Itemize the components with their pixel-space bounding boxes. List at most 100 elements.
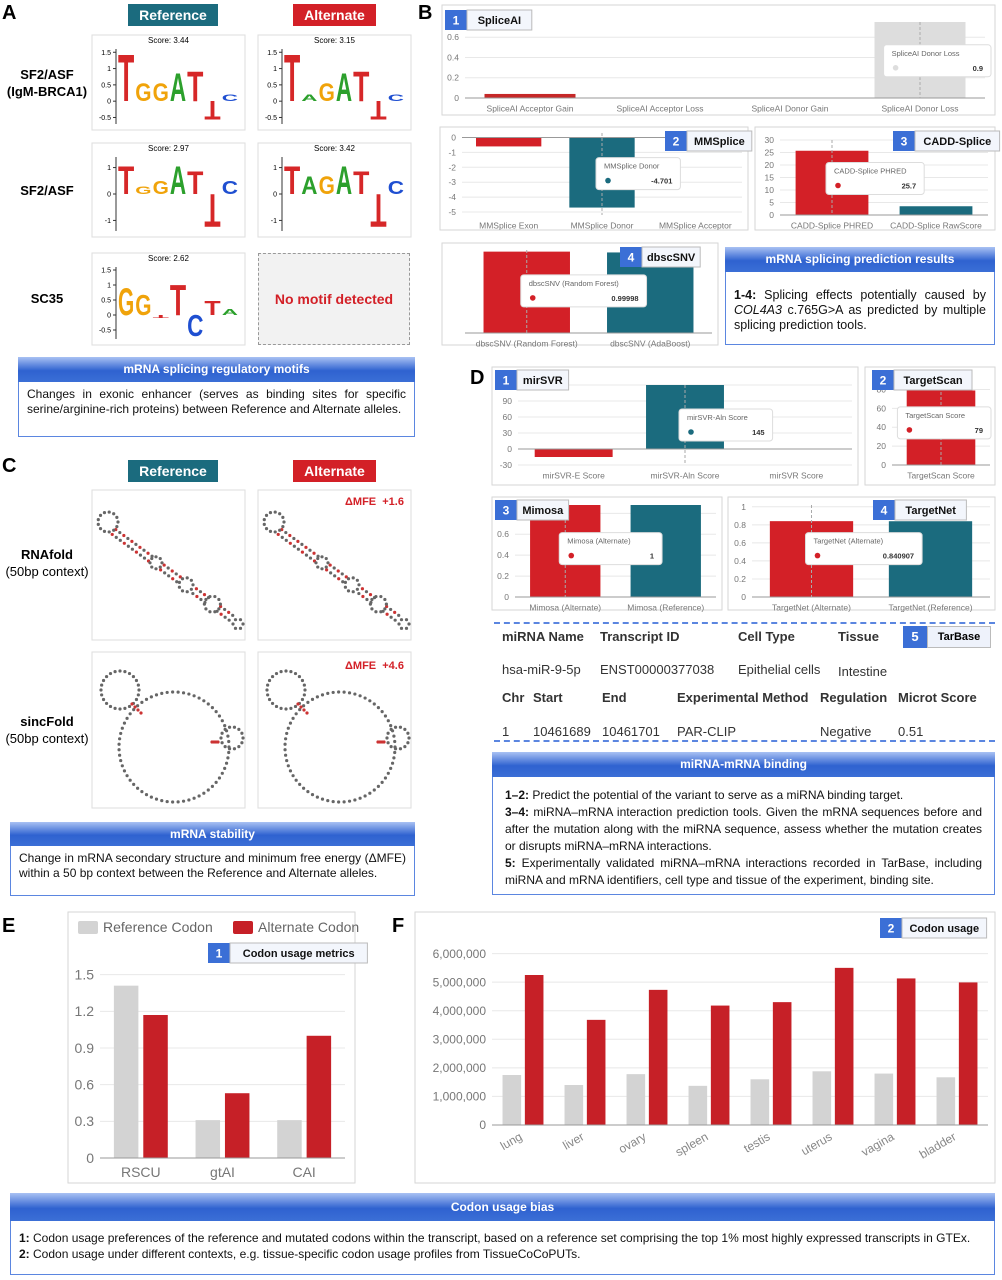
y-tick-label: -2 (448, 162, 456, 172)
logo-letter: A (170, 159, 186, 203)
rna-base (380, 780, 384, 784)
rna-base (284, 538, 288, 542)
y-tick-label: 0.9 (75, 1040, 95, 1056)
badge-number: 2 (888, 922, 895, 936)
y-tick-label: 0.4 (447, 52, 459, 62)
logo-letter: G (319, 80, 335, 107)
row-name: SF2/ASF (20, 67, 74, 82)
rna-base (217, 607, 221, 611)
rna-base (102, 511, 107, 515)
badge-box (445, 10, 467, 30)
rna-base (223, 727, 227, 731)
badge-name-box (516, 499, 570, 521)
rna-base (159, 568, 163, 572)
y-tick-label: 5,000,000 (433, 975, 487, 989)
tarbase-table (494, 622, 995, 742)
rna-base (316, 556, 320, 561)
rna-base (278, 528, 282, 532)
delta-mfe: ΔMFE +1.6 (345, 496, 404, 508)
rna-base (102, 529, 107, 533)
y-tick-label: 0.2 (447, 73, 459, 83)
rna-base (262, 522, 266, 526)
rna-base (108, 704, 113, 709)
rna-base (294, 712, 298, 716)
rna-base (150, 565, 154, 569)
rna-base (393, 610, 397, 614)
table-cell: PAR-CLIP (677, 724, 736, 739)
rna-base (232, 725, 237, 729)
rna-base (136, 683, 140, 687)
rna-base (118, 538, 122, 542)
rna-base (232, 747, 237, 751)
rna-base (324, 565, 328, 569)
rna-base (324, 556, 328, 561)
rna-base (206, 702, 210, 706)
bar (524, 975, 544, 1125)
badge-box (620, 247, 642, 267)
rna-base (217, 714, 222, 718)
rna-base (132, 707, 136, 712)
rna-base (370, 597, 374, 602)
rna-base (300, 542, 304, 546)
rna-base (166, 566, 170, 570)
badge-name-box (914, 130, 1001, 152)
tooltip-value: 0.9 (973, 64, 983, 73)
rna-base (208, 594, 212, 599)
legend-swatch (78, 921, 98, 934)
rna-base (376, 706, 381, 710)
rna-base (374, 594, 378, 599)
rna-base (347, 799, 352, 803)
rna-base (288, 533, 292, 538)
rna-base (342, 800, 346, 804)
bar (534, 449, 613, 457)
rna-base (218, 602, 222, 606)
logo-score: Score: 3.15 (314, 36, 355, 45)
rna-base (389, 615, 393, 619)
rna-base (101, 697, 106, 702)
rna-base (293, 704, 298, 709)
rna-base (227, 750, 231, 755)
panel-label: F (392, 915, 405, 937)
rna-base (136, 704, 140, 708)
gene: COL4A3 (734, 303, 782, 317)
rna-base (310, 697, 315, 701)
rna-base (406, 741, 410, 745)
y-tick-label: 1.5 (101, 268, 111, 275)
rna-base (285, 731, 289, 736)
y-tick-label: 0.2 (734, 574, 746, 584)
rna-base (312, 551, 316, 555)
rna-base (386, 741, 390, 745)
rna-base (187, 798, 191, 802)
bar (195, 1120, 221, 1158)
badge-name-box (893, 369, 973, 391)
rna-base (343, 585, 348, 589)
tooltip (805, 532, 923, 566)
rna-base (127, 671, 132, 676)
item-text: Codon usage preferences of the reference… (33, 1231, 971, 1245)
badge-name: MMSplice (694, 136, 745, 148)
rna-base (96, 518, 100, 522)
y-tick-label: 1.5 (267, 50, 277, 57)
badge-name: Codon usage (909, 923, 979, 935)
table-header: End (602, 690, 627, 705)
rna-base (360, 587, 365, 591)
badge-name: TargetScan (903, 375, 962, 387)
rna-base (130, 702, 134, 706)
text-key: 1-4: (734, 288, 757, 302)
rna-base (357, 583, 361, 587)
rna-base (279, 670, 283, 674)
rna-base (136, 786, 140, 790)
badge-box (495, 370, 517, 390)
bar (277, 1120, 302, 1158)
rna-base (386, 771, 390, 775)
logo-letter: G (153, 80, 169, 107)
rna-base (393, 750, 397, 755)
bar (224, 1093, 250, 1158)
rna-base (142, 556, 147, 560)
rna-base (154, 567, 158, 571)
item: 1–2: Predict the potential of the varian… (505, 787, 982, 804)
rna-base (281, 525, 285, 529)
x-tick-label: Mimosa (Alternate) (529, 603, 601, 613)
tooltip-value: -4.701 (651, 177, 672, 186)
bar (688, 1085, 708, 1125)
